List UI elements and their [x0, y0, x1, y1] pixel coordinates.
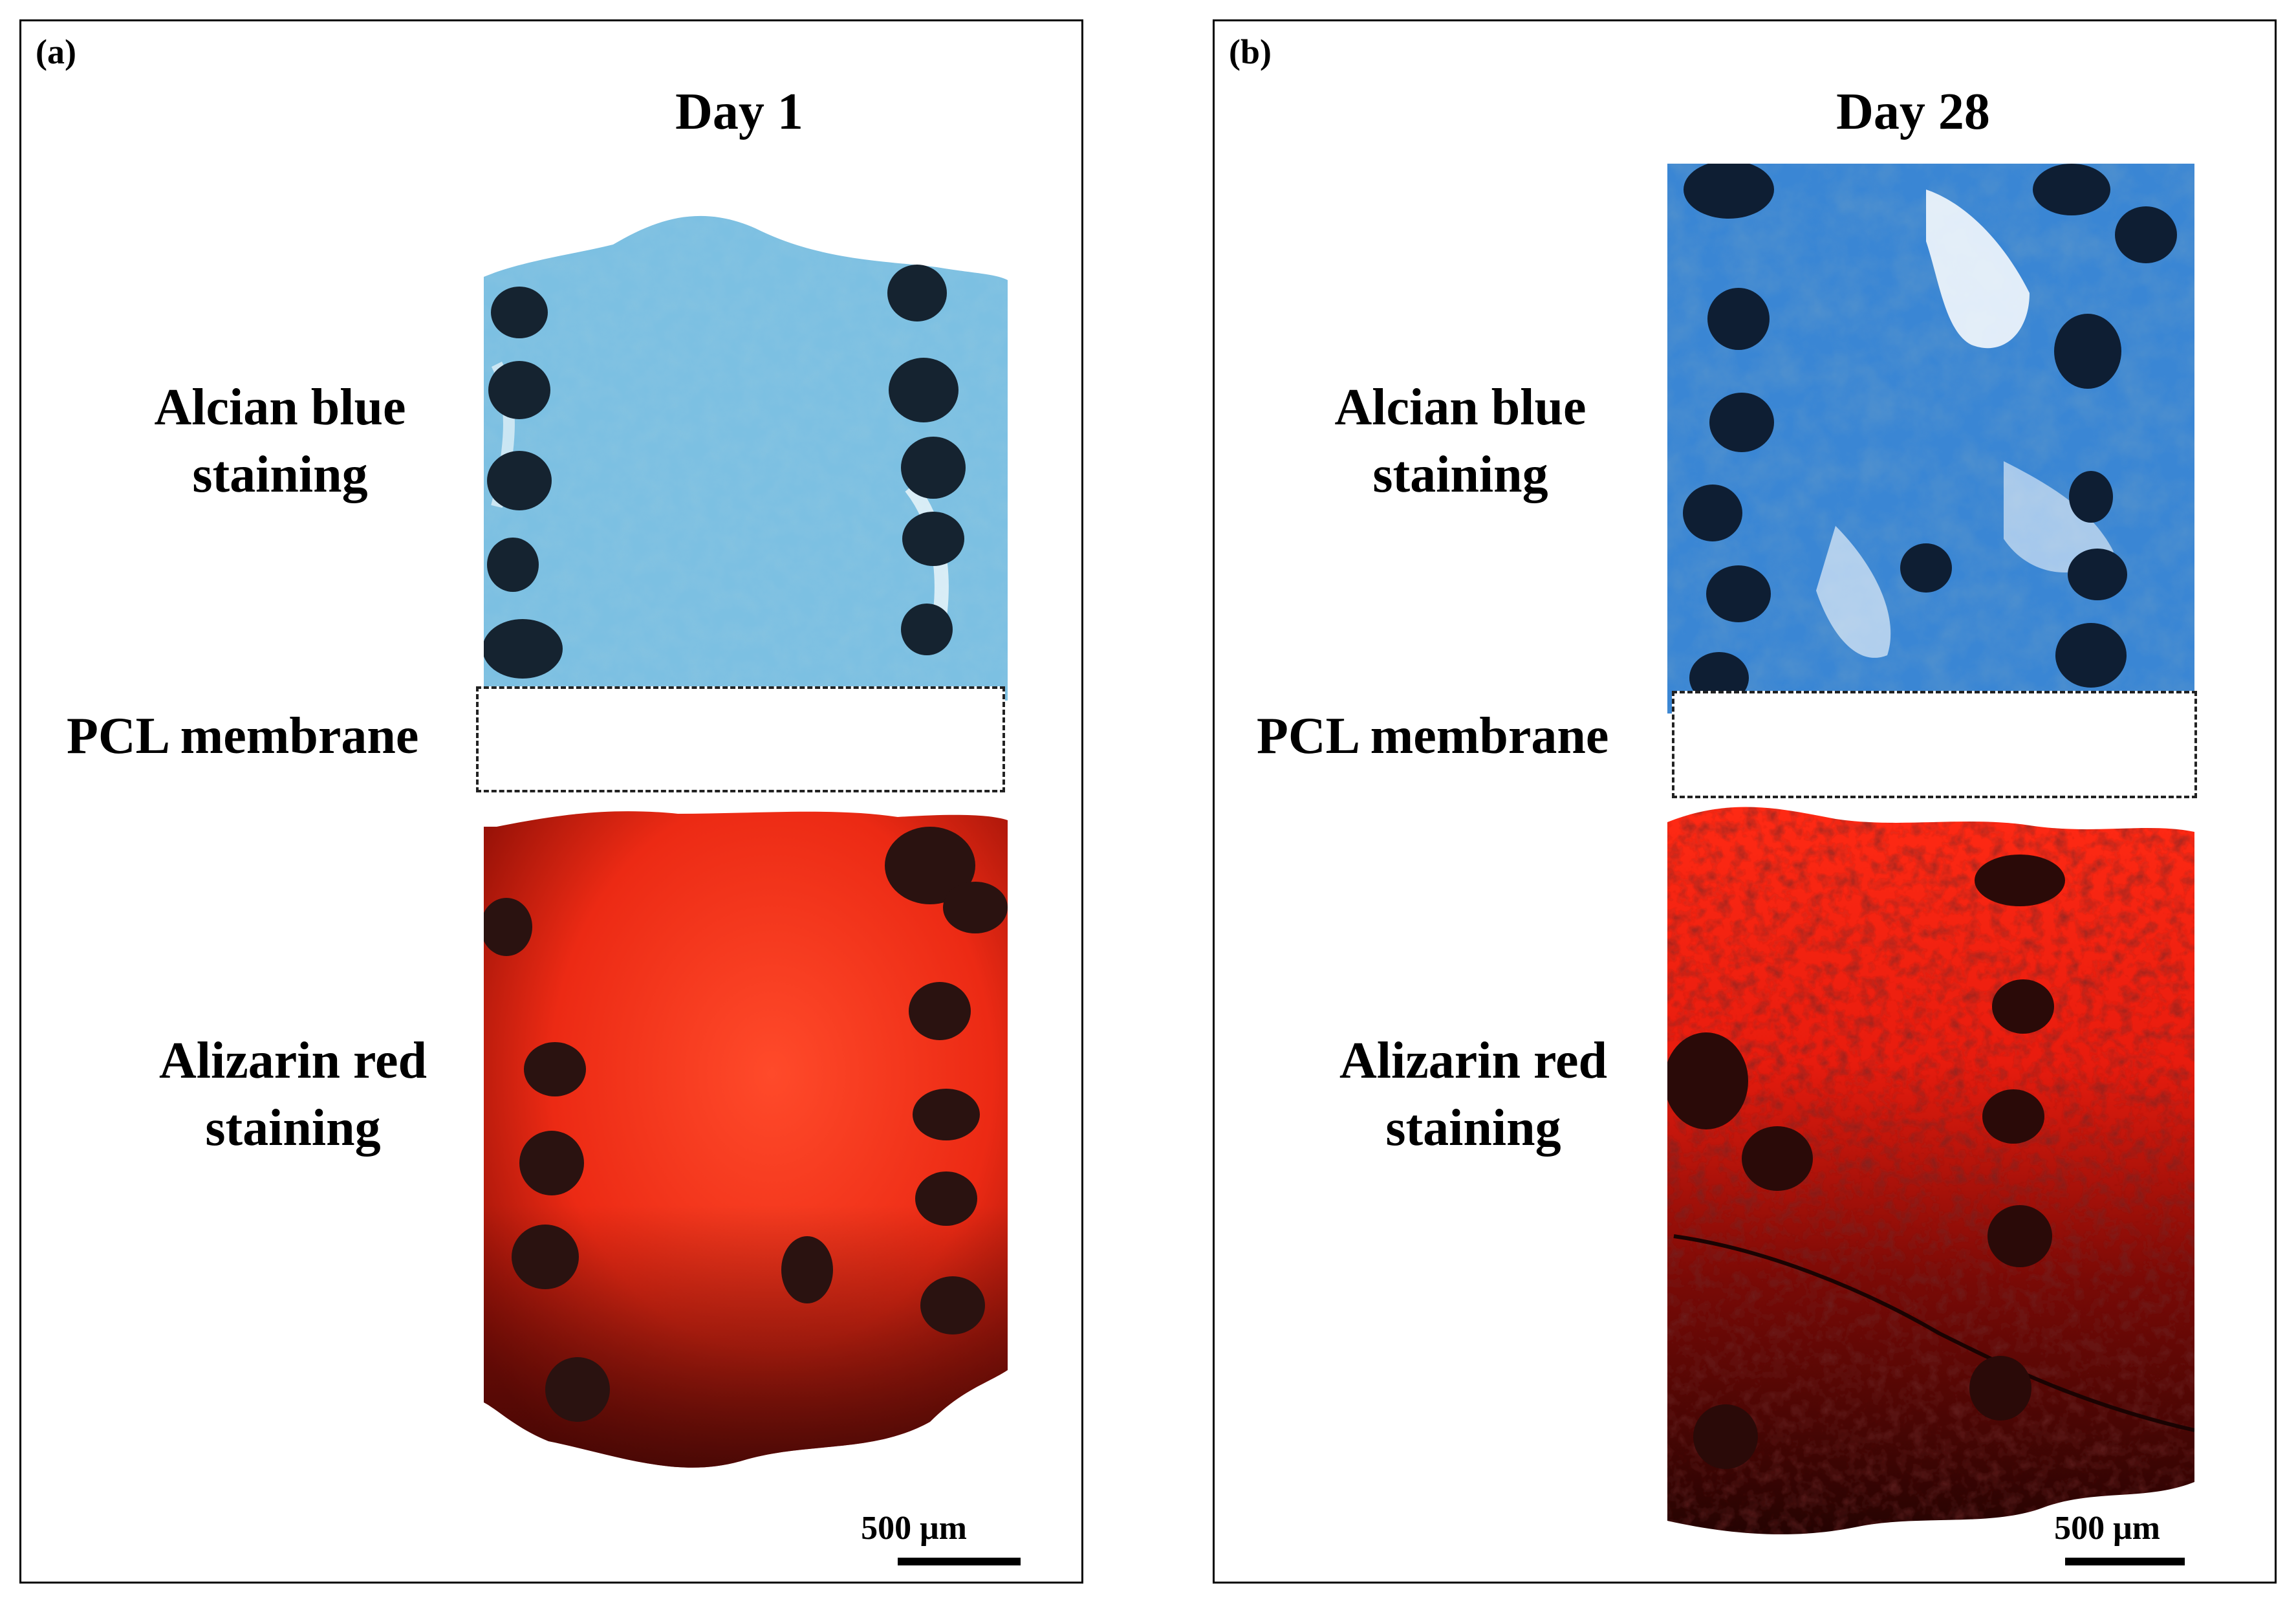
- pcl-membrane-label: PCL membrane: [1257, 708, 1609, 765]
- alcian-blue-label: Alcian blue staining: [154, 379, 406, 503]
- pcl-membrane-label: PCL membrane: [67, 708, 419, 765]
- scale-bar-label: 500 μm: [861, 1510, 967, 1547]
- pcl-membrane-region: [1672, 691, 2197, 798]
- alcian-blue-label: Alcian blue staining: [1334, 379, 1587, 503]
- pcl-membrane-region: [476, 686, 1005, 792]
- panel-b: (b) Day 28 Alcian blue staining: [1213, 19, 2277, 1584]
- day-title: Day 28: [1836, 83, 1990, 140]
- alcian-blue-micrograph: [484, 183, 1008, 701]
- alizarin-red-label: Alizarin red staining: [158, 1032, 428, 1157]
- alizarin-red-micrograph: [484, 788, 1008, 1487]
- panel-a: (a) Day 1 Alcian blue staining: [19, 19, 1083, 1584]
- alizarin-red-label: Alizarin red staining: [1339, 1032, 1608, 1157]
- scale-bar: [898, 1558, 1021, 1565]
- alizarin-red-micrograph: [1667, 796, 2194, 1567]
- panel-label: (b): [1229, 32, 1272, 71]
- panel-label: (a): [36, 32, 76, 71]
- scale-bar: [2065, 1558, 2185, 1565]
- alcian-blue-micrograph: [1667, 164, 2194, 713]
- day-title: Day 1: [675, 83, 803, 140]
- scale-bar-label: 500 μm: [2054, 1510, 2160, 1547]
